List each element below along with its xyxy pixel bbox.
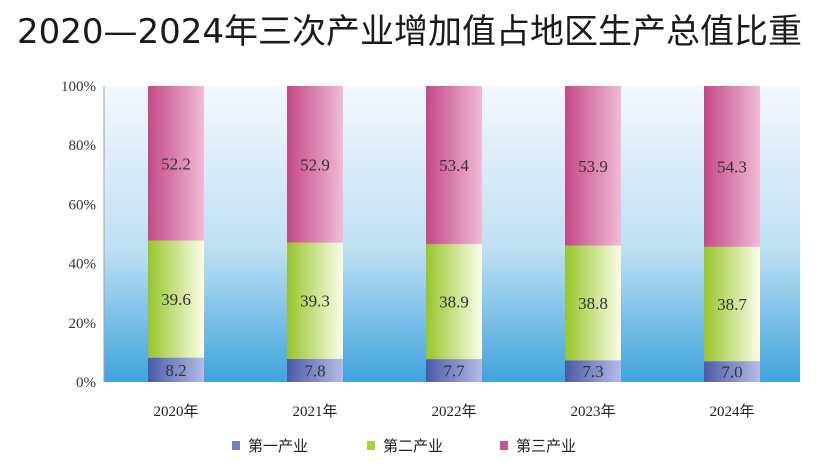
bar-segment	[704, 361, 760, 382]
legend-label: 第一产业	[248, 437, 308, 455]
y-tick-label: 40%	[69, 257, 97, 273]
data-label: 54.3	[717, 157, 747, 176]
legend-swatch	[500, 441, 508, 450]
x-axis-labels: 2020年 2021年 2022年 2023年 2024年	[153, 403, 754, 420]
data-label: 7.8	[304, 361, 325, 380]
legend: 第一产业 第二产业 第三产业	[232, 437, 576, 455]
x-category-label: 2023年	[570, 403, 615, 420]
bar-segment	[287, 242, 343, 359]
data-label: 39.3	[300, 292, 330, 311]
data-label: 39.6	[161, 290, 191, 309]
x-category-label: 2021年	[292, 403, 337, 420]
chart-title: 2020—2024年三次产业增加值占地区生产总值比重	[16, 12, 803, 52]
bar-segment	[565, 245, 621, 361]
bar-segment	[704, 86, 760, 247]
y-tick-label: 60%	[69, 197, 97, 213]
legend-swatch	[232, 441, 240, 450]
bar-segment	[704, 246, 760, 362]
bar-segment	[426, 359, 482, 382]
data-label: 38.8	[578, 294, 608, 313]
legend-swatch	[367, 441, 375, 450]
bar-segment	[565, 86, 621, 246]
bar-segment	[148, 240, 204, 358]
bar-segment	[287, 86, 343, 243]
data-label: 53.9	[578, 157, 608, 176]
bar-segment	[426, 244, 482, 360]
data-label: 7.0	[721, 363, 742, 382]
y-axis-ticks: 0% 20% 40% 60% 80% 100%	[61, 79, 96, 391]
data-label: 52.2	[161, 154, 191, 173]
bar-segment	[287, 358, 343, 382]
x-category-label: 2024年	[709, 403, 754, 420]
y-tick-label: 80%	[69, 138, 97, 154]
data-label: 7.7	[443, 362, 465, 381]
bar-segment	[426, 86, 482, 245]
bar-segment	[148, 357, 204, 382]
y-tick-label: 20%	[69, 316, 97, 332]
data-label: 53.4	[439, 156, 469, 175]
y-tick-label: 100%	[61, 79, 96, 95]
data-label: 38.9	[439, 293, 469, 312]
bars: 8.2 39.6 52.2 7.8 39.3 52.9 7.7 38.9 53.4 7.3 38.8…	[148, 86, 760, 382]
x-category-label: 2020年	[153, 403, 198, 420]
bar-segment	[565, 360, 621, 382]
data-label: 7.3	[582, 362, 603, 381]
data-label: 52.9	[300, 155, 330, 174]
data-label: 38.7	[717, 295, 747, 314]
bar-segment	[148, 86, 204, 241]
legend-label: 第三产业	[516, 437, 576, 455]
y-tick-label: 0%	[76, 375, 96, 391]
data-label: 8.2	[165, 361, 186, 380]
x-category-label: 2022年	[431, 403, 476, 420]
legend-label: 第二产业	[383, 437, 443, 455]
